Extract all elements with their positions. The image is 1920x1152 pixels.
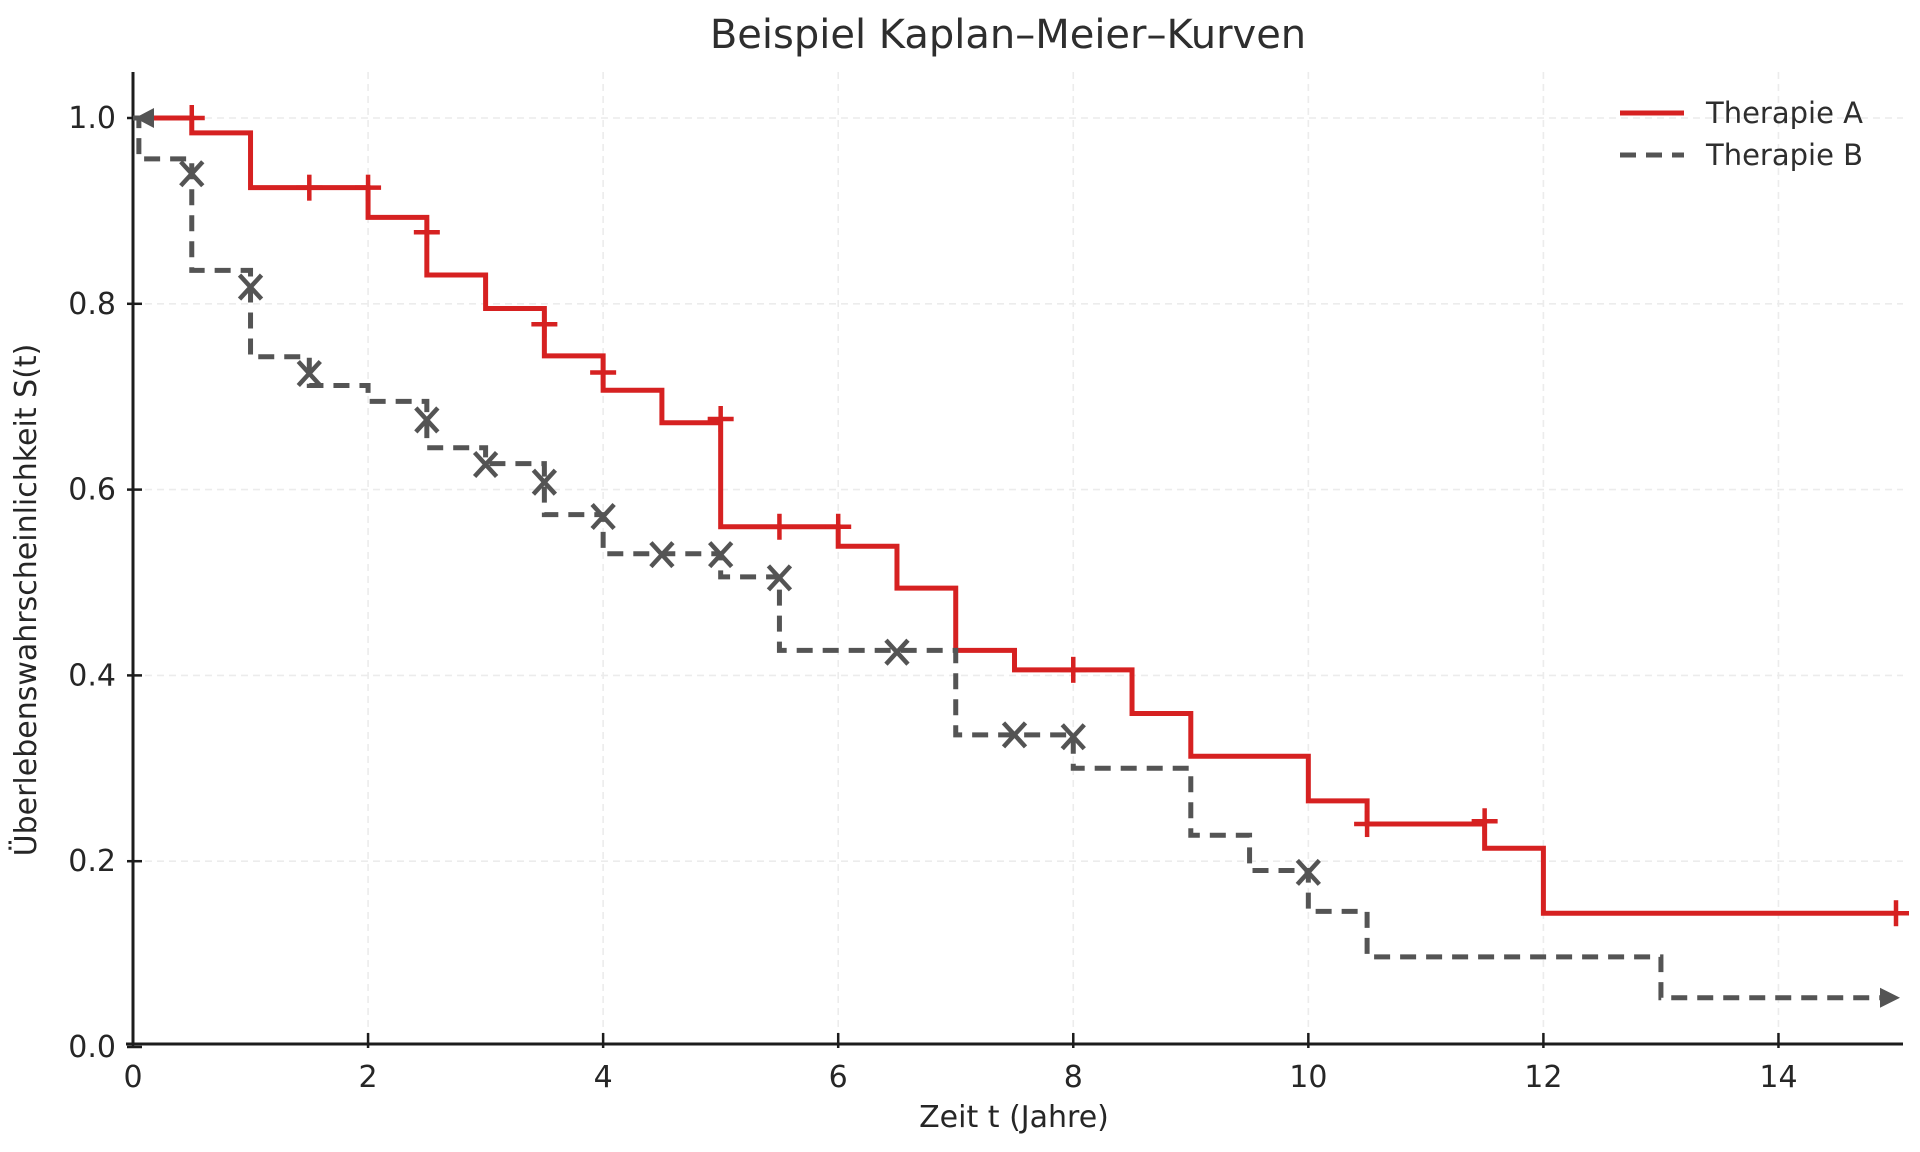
- curve-end-arrow-icon: [1880, 987, 1900, 1008]
- censor-plus-marker: [1883, 900, 1909, 927]
- marker-stroke: [296, 359, 322, 387]
- censor-x-marker: [296, 359, 322, 387]
- curve-start-arrow-icon: [135, 108, 154, 128]
- marker-stroke: [1295, 858, 1321, 886]
- marker-stroke: [884, 638, 910, 666]
- legend-item-label: Therapie A: [1705, 96, 1863, 130]
- y-tick-label: 1.0: [68, 101, 116, 136]
- x-tick-label: 10: [1289, 1060, 1327, 1095]
- x-tick-label: 8: [1064, 1060, 1083, 1095]
- survival-curve-a: [133, 115, 1896, 916]
- y-axis-label: Überlebenswahrscheinlichkeit S(t): [8, 344, 44, 857]
- chart-title: Beispiel Kaplan–Meier–Kurven: [710, 12, 1306, 58]
- marker-stroke: [1001, 721, 1028, 749]
- marker-stroke: [414, 406, 440, 434]
- y-tick-label: 0.4: [68, 658, 116, 693]
- censor-x-marker: [237, 273, 264, 301]
- censor-plus-marker: [413, 219, 440, 246]
- censor-x-marker: [708, 541, 734, 569]
- censor-x-marker: [766, 564, 793, 592]
- marker-stroke: [766, 564, 793, 592]
- legend: Therapie A Therapie B: [1620, 96, 1863, 172]
- censor-x-marker: [1001, 721, 1028, 749]
- censor-x-marker: [1060, 723, 1086, 751]
- censor-plus-marker: [825, 513, 852, 540]
- grid-layer: [132, 72, 1903, 1044]
- censor-x-marker: [590, 503, 616, 531]
- x-tick-label: 2: [359, 1060, 378, 1095]
- censor-x-marker: [472, 450, 499, 479]
- censor-plus-marker: [531, 311, 558, 338]
- censor-plus-marker: [1471, 808, 1498, 835]
- y-tick-label: 0.6: [68, 473, 116, 508]
- marker-stroke: [708, 541, 734, 569]
- legend-item: Therapie A: [1620, 96, 1863, 130]
- marker-stroke: [237, 273, 264, 301]
- censor-plus-marker: [590, 359, 617, 386]
- survival-curve-b: [133, 115, 1882, 1001]
- censor-x-marker: [414, 406, 440, 434]
- censor-plus-marker: [296, 174, 323, 201]
- censor-x-marker: [884, 638, 910, 666]
- legend-item: Therapie B: [1620, 138, 1863, 172]
- censor-plus-marker: [707, 405, 734, 432]
- censor-x-marker: [649, 541, 675, 569]
- x-tick-label: 4: [594, 1060, 613, 1095]
- censor-plus-marker: [766, 513, 793, 540]
- censor-x-marker: [531, 468, 558, 496]
- censor-plus-marker: [1354, 811, 1381, 838]
- y-tick-label: 0.2: [68, 844, 116, 879]
- y-tick-label: 0.8: [68, 287, 116, 322]
- marker-stroke: [649, 541, 675, 569]
- curves-layer: [133, 105, 1909, 1008]
- x-axis-label: Zeit t (Jahre): [919, 1100, 1109, 1135]
- y-tick-label: 0.0: [68, 1030, 116, 1065]
- censor-plus-marker: [355, 174, 382, 201]
- marker-stroke: [1060, 723, 1086, 751]
- marker-stroke: [590, 503, 616, 531]
- censor-x-marker: [1295, 858, 1321, 886]
- axes-layer: 0 2 4 6 8 10 12 14 0.0 0.2 0.4 0.6 0.8 1.0: [68, 72, 1903, 1095]
- censor-x-marker: [179, 160, 205, 188]
- x-tick-label: 6: [829, 1060, 848, 1095]
- x-tick-label: 0: [123, 1060, 142, 1095]
- x-tick-label: 14: [1759, 1060, 1797, 1095]
- censor-plus-marker: [1060, 656, 1087, 683]
- marker-stroke: [531, 468, 558, 496]
- marker-stroke: [179, 160, 205, 188]
- censor-plus-marker: [178, 105, 205, 131]
- marker-stroke: [472, 450, 499, 479]
- legend-item-label: Therapie B: [1705, 138, 1863, 172]
- x-tick-label: 12: [1524, 1060, 1562, 1095]
